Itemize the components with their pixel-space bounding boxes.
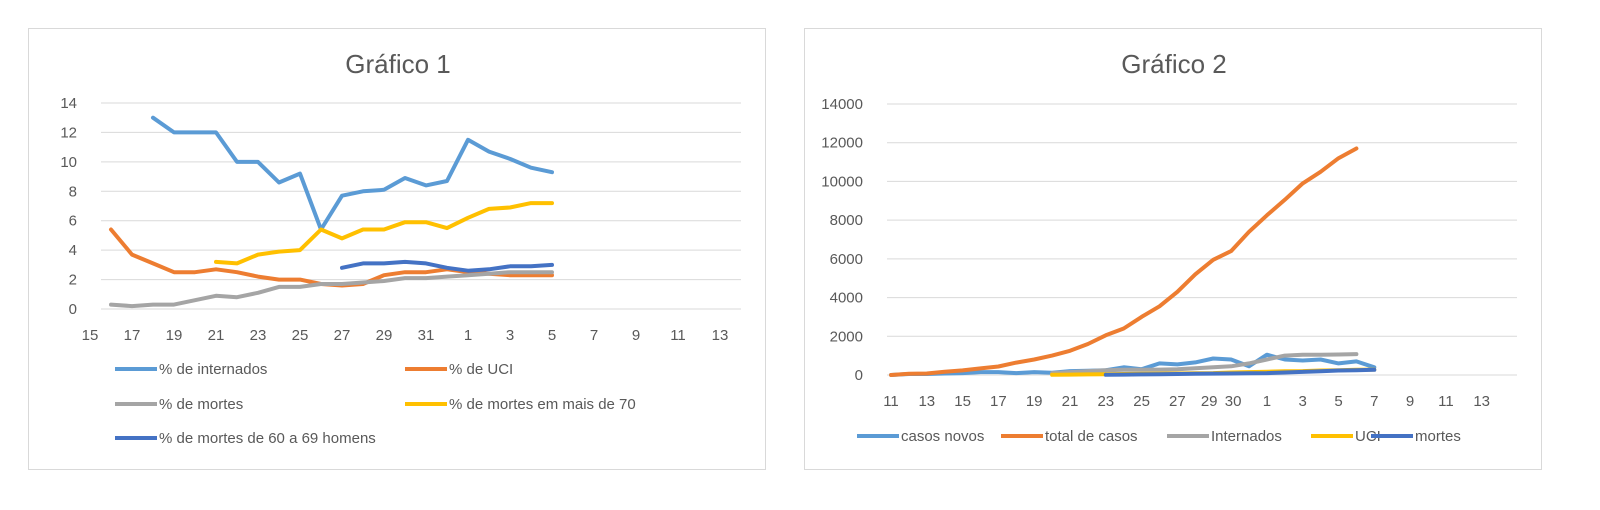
x-tick-label: 11 [670, 327, 686, 344]
x-tick-label: 19 [166, 327, 183, 344]
x-tick-label: 31 [418, 327, 435, 344]
x-tick-label: 7 [590, 327, 598, 344]
x-tick-label: 15 [954, 393, 971, 410]
legend-label: % de mortes [159, 396, 243, 413]
chart-2-title: Gráfico 2 [1121, 49, 1227, 79]
legend-label: % de mortes de 60 a 69 homens [159, 430, 376, 447]
x-tick-label: 25 [1133, 393, 1150, 410]
y-tick-label: 8 [69, 183, 77, 200]
x-tick-label: 27 [334, 327, 351, 344]
y-tick-label: 2 [69, 272, 77, 289]
x-tick-label: 7 [1370, 393, 1378, 410]
x-tick-label: 29 [1201, 393, 1218, 410]
x-tick-label: 3 [1299, 393, 1307, 410]
x-tick-label: 21 [208, 327, 225, 344]
x-tick-label: 27 [1169, 393, 1186, 410]
x-tick-label: 13 [918, 393, 935, 410]
y-tick-label: 0 [855, 367, 863, 384]
y-tick-label: 14000 [821, 96, 863, 113]
y-tick-label: 8000 [830, 212, 863, 229]
y-tick-label: 12 [60, 124, 77, 141]
x-tick-label: 13 [1473, 393, 1490, 410]
y-tick-label: 6 [69, 213, 77, 230]
x-tick-label: 9 [1406, 393, 1414, 410]
legend-label: % de mortes em mais de 70 [449, 396, 636, 413]
chart-2-svg: Gráfico 2 0 2000 4000 6000 8000 10000 12000 140… [821, 49, 1517, 445]
x-tick-label: 23 [1097, 393, 1114, 410]
x-tick-label: 17 [124, 327, 141, 344]
y-tick-label: 10000 [821, 173, 863, 190]
series-line-5 [1103, 367, 1377, 377]
x-tick-label: 9 [632, 327, 640, 344]
x-tick-label: 11 [883, 393, 899, 410]
series-line-4 [214, 201, 554, 266]
x-tick-label: 30 [1225, 393, 1242, 410]
legend-label: casos novos [901, 428, 984, 445]
x-tick-label: 13 [712, 327, 729, 344]
legend-label: % de UCI [449, 361, 513, 378]
x-tick-label: 21 [1062, 393, 1079, 410]
series-line-3 [109, 270, 554, 309]
y-tick-label: 4000 [830, 290, 863, 307]
x-tick-label: 25 [292, 327, 309, 344]
x-tick-label: 15 [82, 327, 99, 344]
x-tick-label: 5 [1334, 393, 1342, 410]
x-tick-label: 17 [990, 393, 1007, 410]
y-tick-label: 0 [69, 301, 77, 318]
x-tick-label: 23 [250, 327, 267, 344]
legend-label: mortes [1415, 428, 1461, 445]
legend-label: % de internados [159, 361, 267, 378]
x-tick-label: 1 [1263, 393, 1271, 410]
x-tick-label: 3 [506, 327, 514, 344]
legend-label: UCI [1355, 428, 1381, 445]
y-tick-label: 12000 [821, 135, 863, 152]
x-tick-label: 29 [376, 327, 393, 344]
x-tick-label: 5 [548, 327, 556, 344]
series-line-5 [340, 259, 554, 273]
chart-1-panel: Gráfico 1 0 2 4 6 8 10 12 14 15 17 19 21 23 25 27 29 31… [28, 28, 766, 470]
chart-1-title: Gráfico 1 [345, 49, 451, 79]
series-line-2 [109, 227, 554, 288]
x-tick-label: 19 [1026, 393, 1043, 410]
legend-label: Internados [1211, 428, 1282, 445]
x-tick-label: 1 [464, 327, 472, 344]
series-line-2 [889, 146, 1359, 377]
chart-2-panel: Gráfico 2 0 2000 4000 6000 8000 10000 12000 140… [804, 28, 1542, 470]
y-tick-label: 4 [69, 242, 77, 259]
y-tick-label: 14 [60, 95, 77, 112]
x-tick-label: 11 [1438, 393, 1454, 410]
y-tick-label: 10 [60, 154, 77, 171]
y-tick-label: 6000 [830, 251, 863, 268]
series-line-3 [1050, 352, 1359, 376]
legend-label: total de casos [1045, 428, 1138, 445]
y-tick-label: 2000 [830, 328, 863, 345]
series-line-1 [151, 115, 554, 232]
